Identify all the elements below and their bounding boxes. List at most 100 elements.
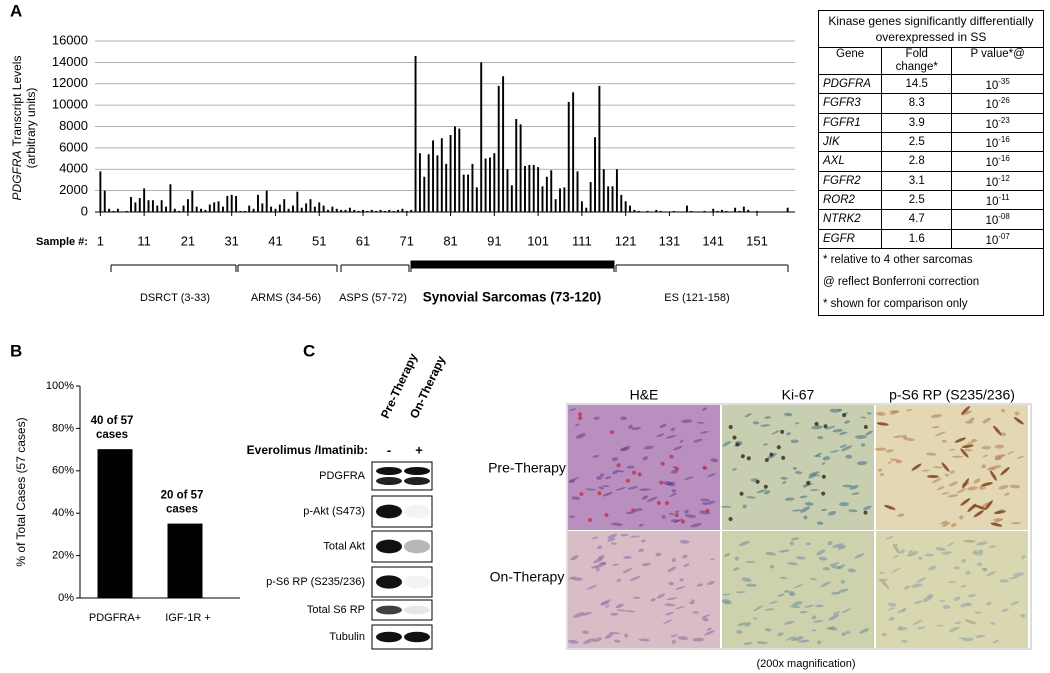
bar (318, 202, 321, 212)
cell (1009, 484, 1021, 489)
cell (706, 627, 712, 631)
cell (679, 578, 684, 582)
cell (891, 567, 901, 573)
cell (793, 584, 804, 589)
cell (936, 624, 944, 627)
column-label: p-S6 RP (S235/236) (889, 387, 1015, 403)
cell (568, 477, 579, 483)
cell (832, 611, 841, 615)
cell (743, 642, 753, 645)
table-row: EGFR 1.6 10-07 (817, 228, 1044, 249)
cell (641, 539, 646, 543)
cell (592, 637, 602, 643)
bar (725, 210, 728, 212)
cell (593, 416, 600, 420)
cell (723, 553, 731, 557)
y-axis-label: % of Total Cases (57 cases) (14, 417, 28, 566)
cell (972, 551, 983, 556)
cell (880, 473, 885, 476)
cell (934, 431, 946, 436)
bar (786, 207, 789, 212)
bar (742, 206, 745, 212)
cell (814, 604, 824, 608)
cell (671, 558, 676, 563)
cell (928, 565, 937, 571)
cell (597, 545, 603, 550)
cell (778, 549, 790, 553)
y-tick-label: 2000 (59, 182, 88, 197)
cell (916, 626, 926, 630)
cell (629, 575, 641, 581)
cell (888, 616, 895, 622)
cell (779, 576, 788, 580)
x-tick-label: 111 (572, 233, 592, 248)
cell (940, 520, 948, 525)
cell (570, 555, 579, 561)
bar (169, 184, 172, 212)
cell (999, 579, 1009, 583)
cell (982, 417, 991, 424)
bar (143, 188, 146, 212)
blot-band (404, 467, 430, 475)
y-tick-label: 0 (81, 203, 88, 218)
cell (788, 590, 795, 595)
cell (948, 481, 958, 487)
bar (383, 210, 386, 212)
x-tick-label: 81 (443, 233, 457, 248)
cell (926, 593, 934, 599)
cell (828, 626, 836, 630)
cell (667, 566, 677, 572)
cell (602, 491, 613, 497)
bar (195, 206, 198, 212)
cell (841, 632, 846, 637)
cell (671, 489, 677, 493)
cell (665, 435, 677, 439)
bar (712, 208, 715, 212)
cell (967, 594, 976, 598)
stain (960, 498, 971, 506)
stain (806, 481, 811, 486)
cell (615, 486, 626, 491)
cell (983, 568, 988, 572)
cell (641, 562, 651, 567)
cell (854, 553, 865, 559)
x-tick-label: 41 (268, 233, 282, 248)
bar (449, 135, 452, 212)
gene: NTRK2 (817, 209, 883, 230)
cell (569, 408, 577, 412)
cell (738, 540, 750, 547)
bar (296, 191, 299, 212)
stain (669, 454, 674, 459)
stain (985, 500, 993, 510)
cell (812, 474, 821, 477)
table-row: FGFR1 3.9 10-23 (817, 112, 1044, 133)
y-tick-label: 60% (52, 465, 74, 477)
cell (799, 495, 808, 499)
cell (661, 514, 666, 519)
stain (961, 405, 971, 415)
stain (595, 567, 600, 572)
bar (720, 209, 723, 212)
cell (968, 417, 975, 422)
bar (230, 194, 233, 212)
footnote: * shown for comparison only (818, 292, 1044, 316)
p-value-base: 10 (985, 195, 999, 208)
cell (1012, 572, 1025, 577)
p-value: 10-23 (951, 112, 1044, 133)
blot-row-label: Tubulin (329, 631, 365, 643)
stain (690, 599, 695, 604)
cell (864, 430, 874, 436)
cell (964, 448, 973, 452)
bar (274, 208, 277, 212)
cell (583, 638, 595, 645)
cell (659, 423, 667, 428)
bar (156, 205, 159, 212)
stain (821, 474, 826, 479)
cell (918, 556, 923, 560)
cell (710, 558, 715, 561)
cell (666, 597, 678, 601)
cell (792, 509, 802, 512)
stain (702, 465, 707, 470)
table-header: P value*@ (951, 47, 1044, 75)
stain (734, 556, 739, 561)
